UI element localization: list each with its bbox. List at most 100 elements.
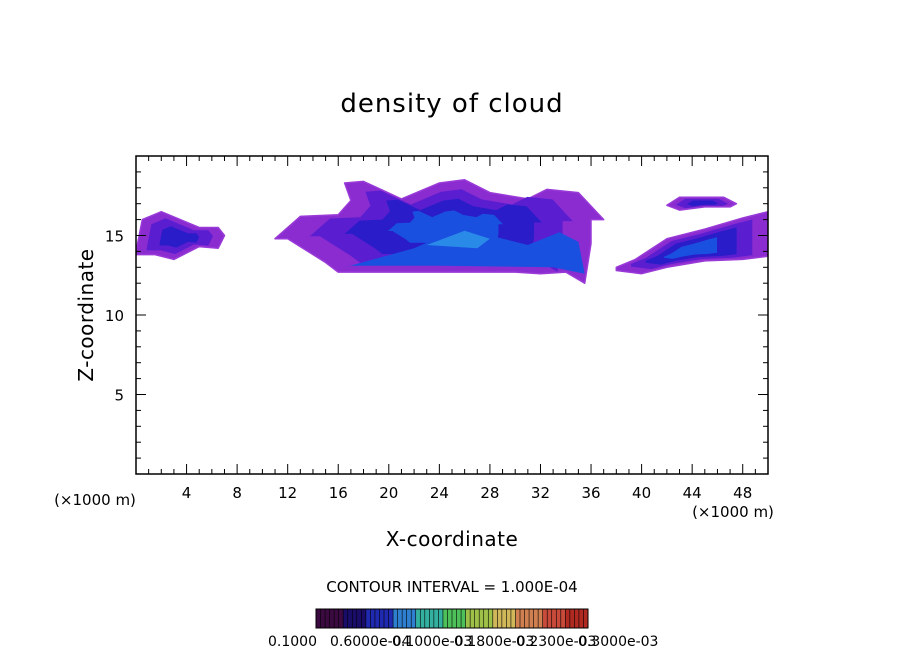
x-tick-label: 32	[531, 484, 550, 502]
colorbar-swatch	[488, 609, 494, 628]
colorbar-swatch	[438, 609, 444, 628]
x-axis-label: X-coordinate	[386, 527, 519, 551]
x-tick-label: 36	[581, 484, 600, 502]
colorbar-label: 0.1800e-03	[454, 634, 534, 650]
colorbar-label: 0.3000e-03	[578, 634, 658, 650]
chart-title: density of cloud	[340, 89, 563, 119]
colorbar-swatch	[343, 609, 349, 628]
colorbar-swatch	[384, 609, 389, 628]
cloud-peak	[426, 230, 490, 249]
cloud-density-field	[136, 179, 768, 284]
colorbar-swatch	[551, 609, 557, 628]
colorbar-swatch	[483, 609, 489, 628]
x-tick-label: 28	[480, 484, 499, 502]
colorbar-swatch	[556, 609, 562, 628]
x-tick-label: 44	[683, 484, 702, 502]
colorbar-swatch	[365, 609, 371, 628]
cloud-contour-level-2	[686, 200, 719, 207]
x-unit-right: (×1000 m)	[692, 503, 774, 521]
y-tick-label: 10	[105, 307, 124, 325]
y-tick-label: 5	[114, 387, 124, 405]
cloud-core-wedge	[344, 226, 585, 274]
cloud-region-central-cloud	[274, 179, 605, 284]
colorbar-swatch	[479, 609, 485, 628]
colorbar-swatch	[325, 609, 330, 628]
x-tick-label: 8	[232, 484, 242, 502]
colorbar-swatch	[533, 609, 539, 628]
colorbar-label: 0.1000e-03	[392, 634, 472, 650]
colorbar-swatch	[352, 609, 358, 628]
x-tick-label: 4	[182, 484, 192, 502]
colorbar-swatch	[474, 609, 480, 628]
colorbar-swatch	[447, 609, 453, 628]
colorbar-swatch	[520, 609, 525, 628]
x-tick-label: 16	[329, 484, 348, 502]
colorbar-swatch	[424, 609, 430, 628]
colorbar-swatch	[379, 609, 385, 628]
colorbar-swatch	[452, 609, 457, 628]
colorbar-swatch	[442, 609, 448, 628]
colorbar-swatch	[574, 609, 580, 628]
colorbar-frame	[315, 608, 589, 629]
x-tick-label: 20	[379, 484, 398, 502]
colorbar-swatch	[347, 609, 353, 628]
colorbar-swatch	[397, 609, 403, 628]
x-tick-label: 12	[278, 484, 297, 502]
colorbar-swatch	[524, 609, 530, 628]
cloud-region-right-cloud	[615, 210, 768, 275]
colorbar-swatch	[547, 609, 553, 628]
x-tick-label: 40	[632, 484, 651, 502]
colorbar-swatch	[497, 609, 503, 628]
y-axis-label: Z-coordinate	[74, 248, 98, 381]
cloud-region-upper-right-cloud	[666, 196, 738, 211]
colorbar-swatch	[316, 609, 321, 628]
colorbar-swatch	[578, 609, 584, 628]
colorbar-swatch	[329, 609, 335, 628]
colorbar-swatch	[470, 609, 475, 628]
cloud-contour-level-3	[663, 237, 717, 259]
colorbar-swatch	[542, 609, 548, 628]
x-tick-label: 24	[430, 484, 449, 502]
cloud-contour-level-2	[159, 226, 200, 248]
colorbar-label: 0.1000	[268, 634, 317, 650]
contour-interval-label: CONTOUR INTERVAL = 1.000E-04	[326, 578, 577, 596]
colorbar-swatch	[560, 609, 566, 628]
colorbar-swatch	[361, 609, 367, 628]
colorbar-swatch	[529, 609, 534, 628]
colorbar-swatch	[506, 609, 512, 628]
colorbar-label: 0.6000e-04	[330, 634, 411, 650]
colorbar-swatch	[388, 609, 394, 628]
colorbar-swatch	[501, 609, 507, 628]
colorbar-swatch	[415, 609, 421, 628]
colorbar-swatch	[370, 609, 376, 628]
colorbar-swatch	[374, 609, 380, 628]
colorbar-swatch	[456, 609, 462, 628]
colorbar-swatch	[492, 609, 498, 628]
colorbar-swatch	[356, 609, 362, 628]
colorbar-swatch	[411, 609, 417, 628]
colorbar-labels: 0.1000 0.6000e-040.1000e-030.1800e-030.23…	[268, 634, 658, 650]
colorbar-swatch	[433, 609, 439, 628]
colorbar-label: 0.2300e-03	[516, 634, 596, 650]
x-unit-left: (×1000 m)	[54, 491, 136, 509]
colorbar-swatch	[565, 609, 571, 628]
colorbar-swatch	[338, 609, 344, 628]
colorbar-swatch	[465, 609, 471, 628]
colorbar	[315, 608, 589, 629]
x-tick-label: 48	[733, 484, 752, 502]
colorbar-swatch	[583, 609, 589, 628]
colorbar-swatch	[406, 609, 412, 628]
colorbar-swatch	[510, 609, 516, 628]
cloud-region-left-cloud	[136, 210, 226, 261]
colorbar-swatch	[515, 609, 521, 628]
colorbar-swatch	[402, 609, 407, 628]
colorbar-swatch	[461, 609, 466, 628]
colorbar-swatch	[538, 609, 543, 628]
colorbar-swatch	[334, 609, 339, 628]
y-tick-label: 15	[105, 228, 124, 246]
colorbar-swatch	[420, 609, 426, 628]
colorbar-swatch	[569, 609, 575, 628]
colorbar-swatch	[429, 609, 435, 628]
